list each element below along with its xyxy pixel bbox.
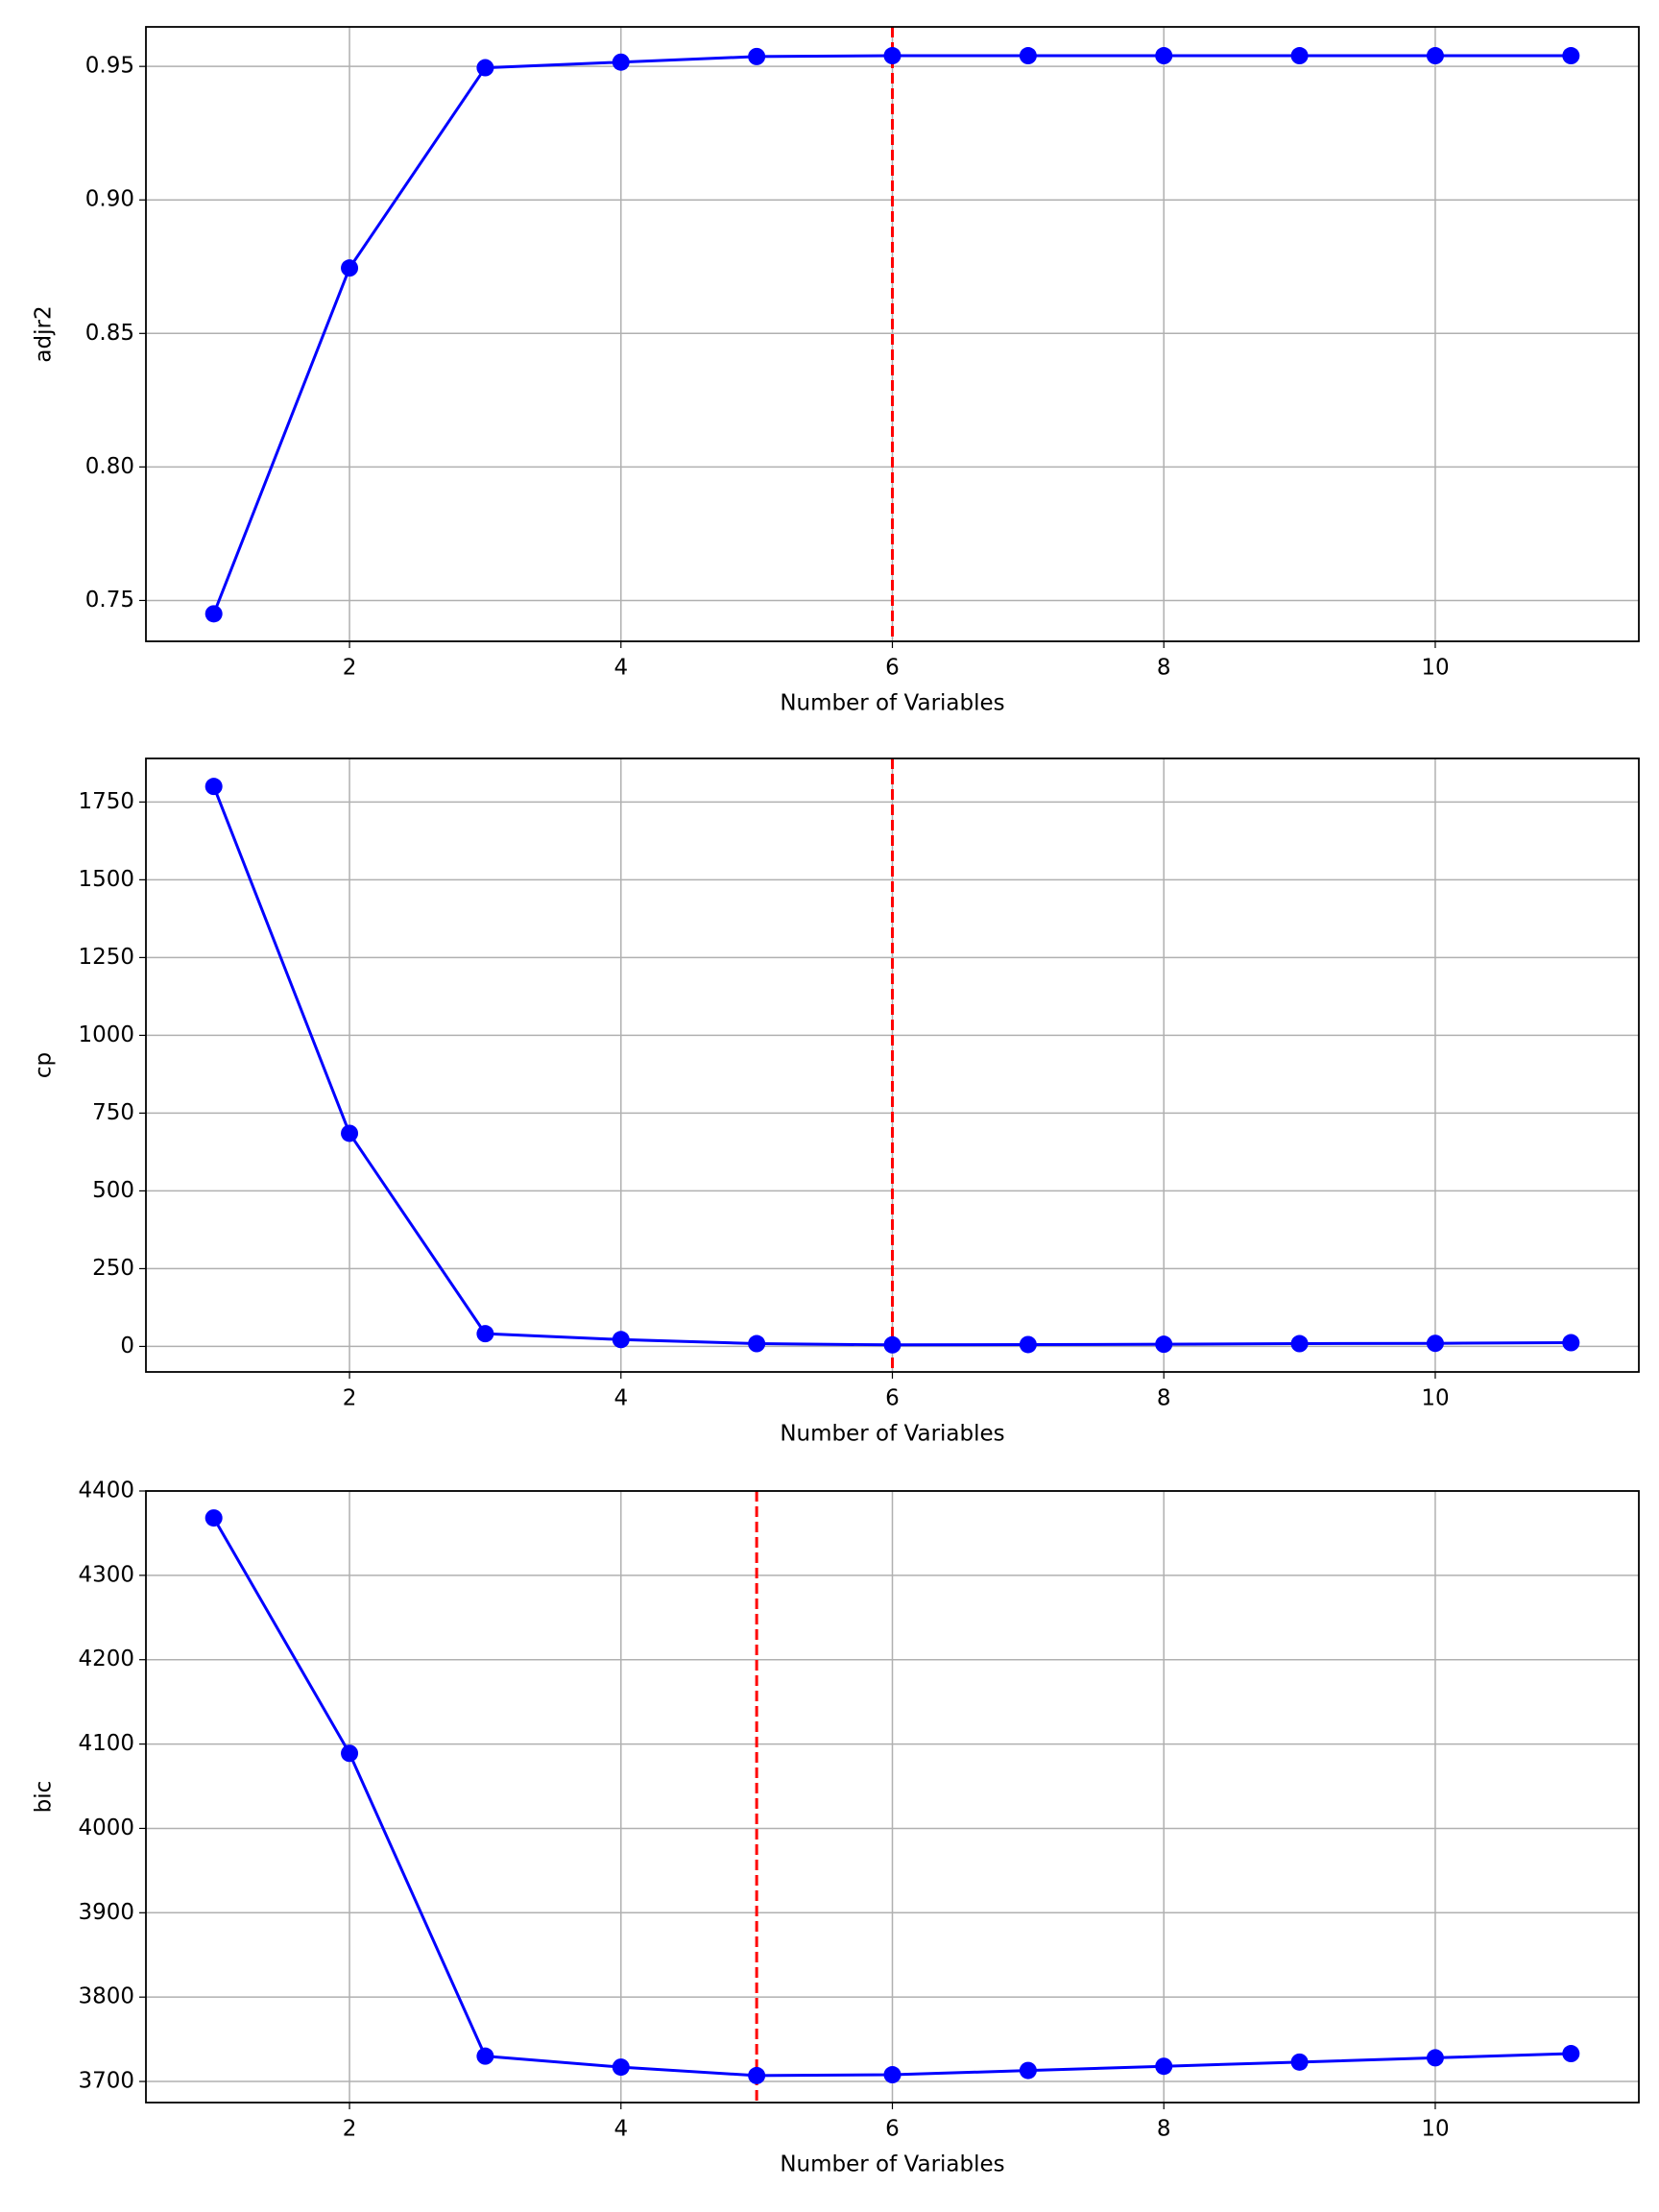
- y-tick-label: 4300: [78, 1562, 134, 1587]
- y-tick-label: 4000: [78, 1815, 134, 1840]
- y-tick-label: 1000: [78, 1022, 134, 1047]
- y-tick-label: 3900: [78, 1900, 134, 1925]
- data-point: [883, 1335, 902, 1354]
- data-point: [1155, 1335, 1173, 1354]
- data-point: [1290, 47, 1309, 65]
- data-point: [1562, 2045, 1580, 2063]
- data-point: [1019, 1335, 1037, 1354]
- data-point: [748, 1334, 766, 1353]
- x-tick-label: 6: [885, 2117, 900, 2142]
- data-point: [612, 2058, 630, 2077]
- y-tick-label: 3700: [78, 2069, 134, 2094]
- y-tick-label: 250: [92, 1256, 134, 1281]
- y-axis-label: bic: [32, 1781, 57, 1814]
- x-tick-label: 4: [613, 656, 628, 681]
- x-tick-label: 6: [885, 656, 900, 681]
- data-point: [1290, 2053, 1309, 2071]
- y-tick-label: 4400: [78, 1479, 134, 1503]
- data-point: [612, 53, 630, 71]
- y-axis-label: adjr2: [32, 305, 57, 362]
- x-axis-label: Number of Variables: [780, 691, 1004, 716]
- x-tick-label: 2: [343, 2117, 357, 2142]
- data-point: [476, 1325, 494, 1343]
- x-tick-label: 10: [1421, 2117, 1449, 2142]
- x-tick-label: 8: [1157, 2117, 1171, 2142]
- y-tick-label: 0.95: [85, 54, 134, 79]
- data-point: [612, 1331, 630, 1349]
- data-point: [1155, 2057, 1173, 2076]
- y-axis-label: cp: [32, 1052, 57, 1078]
- data-point: [476, 59, 494, 77]
- y-tick-label: 3800: [78, 1984, 134, 2009]
- y-tick-label: 0: [120, 1334, 134, 1358]
- data-point: [1562, 1334, 1580, 1352]
- y-tick-label: 0.80: [85, 454, 134, 479]
- x-tick-label: 4: [613, 2117, 628, 2142]
- data-point: [204, 605, 223, 623]
- y-tick-label: 1750: [78, 789, 134, 814]
- data-point: [341, 1744, 359, 1763]
- y-tick-label: 4200: [78, 1647, 134, 1671]
- x-tick-label: 8: [1157, 656, 1171, 681]
- data-point: [748, 47, 766, 65]
- y-tick-label: 750: [92, 1100, 134, 1125]
- data-point: [1426, 2049, 1444, 2067]
- data-point: [1426, 1334, 1444, 1353]
- x-tick-label: 2: [343, 1386, 357, 1411]
- data-point: [883, 2066, 902, 2084]
- data-point: [1426, 47, 1444, 65]
- data-point: [341, 259, 359, 277]
- x-tick-label: 10: [1421, 656, 1449, 681]
- y-tick-label: 0.90: [85, 187, 134, 212]
- y-tick-label: 0.75: [85, 588, 134, 613]
- y-tick-label: 500: [92, 1178, 134, 1203]
- x-axis-label: Number of Variables: [780, 1422, 1004, 1447]
- y-tick-label: 4100: [78, 1731, 134, 1756]
- data-point: [1019, 47, 1037, 65]
- plot-frame: [145, 26, 1640, 642]
- y-tick-label: 0.85: [85, 321, 134, 346]
- data-point: [476, 2047, 494, 2065]
- x-tick-label: 4: [613, 1386, 628, 1411]
- data-point: [1290, 1334, 1309, 1353]
- data-point: [341, 1124, 359, 1142]
- x-tick-label: 2: [343, 656, 357, 681]
- y-tick-label: 1500: [78, 867, 134, 892]
- data-point: [1155, 47, 1173, 65]
- x-axis-label: Number of Variables: [780, 2152, 1004, 2177]
- data-point: [1019, 2061, 1037, 2080]
- y-tick-label: 1250: [78, 945, 134, 970]
- data-point: [883, 47, 902, 65]
- x-tick-label: 8: [1157, 1386, 1171, 1411]
- data-point: [204, 1509, 223, 1527]
- plot-frame: [145, 757, 1640, 1373]
- x-tick-label: 6: [885, 1386, 900, 1411]
- x-tick-label: 10: [1421, 1386, 1449, 1411]
- data-point: [748, 2066, 766, 2084]
- data-point: [204, 778, 223, 796]
- plot-frame: [145, 1490, 1640, 2104]
- data-point: [1562, 47, 1580, 65]
